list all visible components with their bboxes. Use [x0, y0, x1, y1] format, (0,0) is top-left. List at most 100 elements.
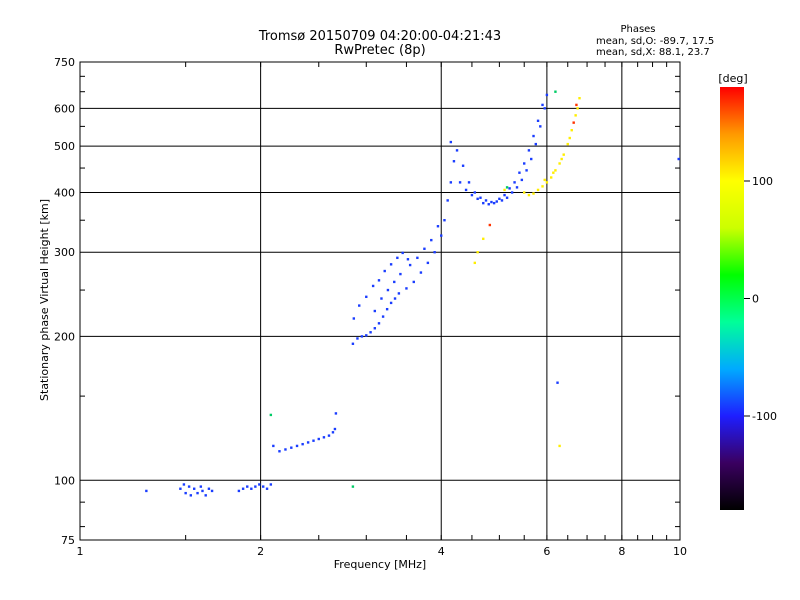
data-point — [532, 134, 535, 138]
x-tick-label: 1 — [77, 545, 84, 558]
data-point — [381, 315, 385, 318]
data-point — [541, 185, 544, 188]
data-point — [562, 153, 565, 156]
data-point — [461, 164, 465, 167]
data-point — [184, 491, 187, 495]
data-point — [543, 178, 546, 182]
data-point — [443, 219, 446, 222]
data-point — [383, 269, 386, 273]
data-point — [377, 279, 381, 282]
data-point — [552, 171, 555, 174]
data-point — [554, 169, 557, 172]
data-point — [207, 487, 211, 490]
y-tick-label: 750 — [54, 56, 75, 69]
data-point — [495, 200, 498, 203]
data-point — [196, 491, 199, 495]
data-point — [397, 292, 401, 295]
data-point — [356, 337, 359, 340]
data-point — [482, 201, 485, 205]
data-point — [572, 121, 575, 124]
data-point — [473, 261, 477, 265]
data-point — [554, 90, 557, 93]
data-point — [262, 485, 265, 488]
data-point — [549, 176, 553, 179]
data-point — [487, 203, 490, 206]
data-point — [246, 485, 249, 488]
data-point — [574, 114, 577, 117]
data-point — [331, 431, 335, 434]
data-point — [556, 381, 559, 384]
data-point — [393, 297, 397, 300]
data-point — [284, 448, 287, 451]
data-point — [389, 263, 393, 266]
data-point — [192, 487, 196, 490]
data-point — [452, 160, 456, 163]
data-point — [470, 193, 474, 197]
data-point — [560, 157, 563, 161]
data-point — [575, 103, 578, 107]
data-point — [351, 342, 355, 345]
x-tick-labels: 1 2 4 6 8 10 — [77, 545, 688, 558]
data-point — [278, 450, 281, 453]
data-point — [455, 149, 459, 152]
y-tick-label: 600 — [54, 102, 75, 115]
grid-lines — [80, 62, 680, 540]
x-tick-label: 10 — [673, 545, 687, 558]
data-point — [179, 487, 182, 490]
data-point — [515, 186, 519, 189]
y-axis-label: Stationary phase Virtual Height [km] — [38, 199, 51, 401]
data-point — [541, 103, 544, 107]
colorbar-tick-label: 0 — [752, 293, 759, 306]
data-point — [365, 334, 368, 337]
data-point — [351, 485, 355, 488]
data-point — [295, 444, 299, 448]
data-point — [201, 489, 204, 493]
data-point — [327, 434, 331, 437]
data-point — [241, 487, 245, 490]
data-point — [558, 162, 561, 165]
data-point — [476, 251, 479, 254]
data-point — [258, 483, 261, 486]
data-point — [523, 191, 526, 194]
data-point — [570, 128, 573, 132]
data-point — [488, 223, 492, 227]
data-point — [187, 485, 191, 488]
data-point — [189, 494, 193, 497]
data-point — [473, 191, 477, 194]
data-point — [373, 309, 377, 313]
y-tick-label: 500 — [54, 140, 75, 153]
data-point — [508, 187, 511, 190]
data-point — [322, 436, 326, 439]
data-point — [312, 439, 315, 442]
data-point — [210, 489, 214, 493]
data-point — [490, 200, 493, 204]
data-point — [333, 427, 337, 431]
data-point — [505, 186, 509, 189]
data-point — [406, 258, 410, 261]
data-point — [449, 181, 453, 184]
colorbar — [720, 87, 744, 510]
data-point — [510, 191, 514, 194]
data-point — [352, 317, 356, 320]
data-point — [536, 119, 540, 123]
data-point — [358, 304, 361, 307]
phases-header: Phases — [620, 24, 655, 35]
data-point — [527, 149, 531, 152]
x-axis-label: Frequency [MHz] — [334, 558, 426, 571]
data-point — [498, 197, 501, 201]
data-point — [265, 487, 269, 490]
data-point — [518, 171, 521, 174]
colorbar-tick-label: 100 — [752, 175, 773, 188]
data-point — [365, 295, 368, 299]
data-point — [272, 444, 275, 448]
data-point — [500, 199, 504, 202]
data-point — [317, 437, 320, 441]
data-point — [527, 193, 531, 197]
data-point — [578, 96, 581, 100]
data-point — [433, 251, 436, 254]
data-point — [408, 263, 412, 267]
data-point — [254, 485, 257, 488]
data-point — [423, 247, 426, 250]
data-point — [145, 489, 148, 493]
